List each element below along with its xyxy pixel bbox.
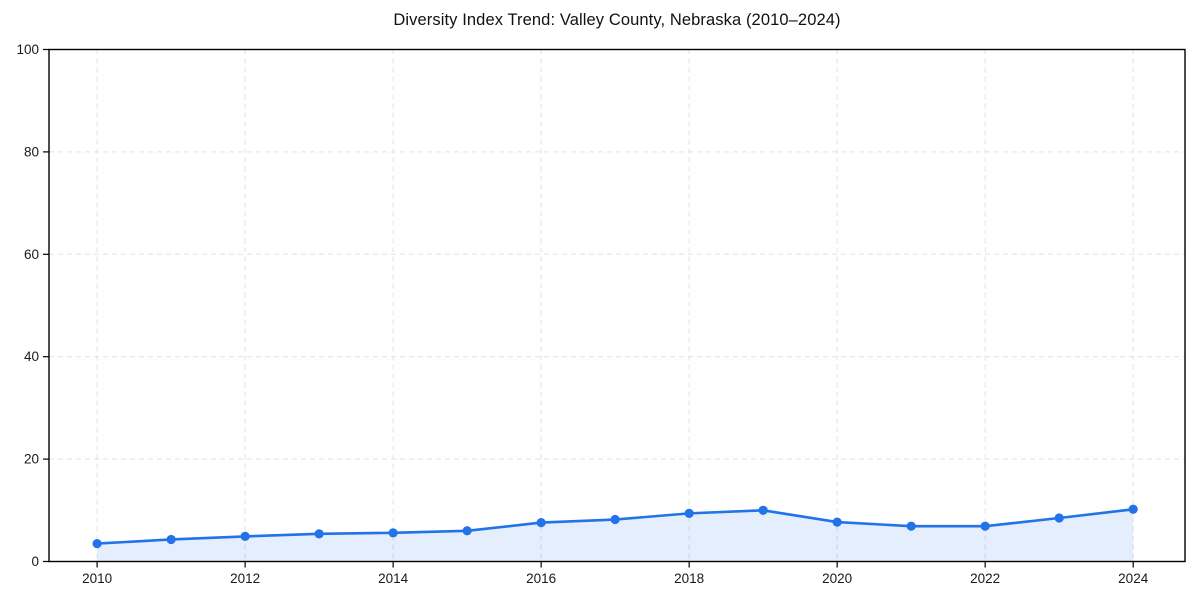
y-tick-label: 100 xyxy=(16,42,39,57)
x-tick-label: 2022 xyxy=(970,571,1000,586)
data-point-2016 xyxy=(536,517,546,528)
y-tick-label: 20 xyxy=(24,452,39,467)
data-point-2010 xyxy=(92,538,102,549)
data-point-2021 xyxy=(906,521,916,531)
x-tick-label: 2010 xyxy=(82,571,112,586)
x-tick-label: 2018 xyxy=(674,571,704,586)
data-point-2023 xyxy=(1054,513,1064,523)
x-tick-label: 2024 xyxy=(1118,571,1149,586)
data-point-2012 xyxy=(240,531,250,542)
data-point-2024 xyxy=(1128,504,1138,514)
data-point-2018 xyxy=(684,508,694,518)
data-point-2015 xyxy=(462,526,472,536)
data-point-2022 xyxy=(980,521,990,531)
x-tick-label: 2012 xyxy=(230,571,260,586)
area-fill xyxy=(97,509,1134,562)
x-tick-label: 2016 xyxy=(526,571,556,586)
y-tick-label: 60 xyxy=(24,247,39,262)
chart-title: Diversity Index Trend: Valley County, Ne… xyxy=(393,11,841,29)
data-point-2020 xyxy=(832,517,842,527)
data-point-2019 xyxy=(758,505,768,515)
y-tick-label: 80 xyxy=(24,144,39,159)
data-point-2013 xyxy=(314,529,324,539)
x-tick-label: 2014 xyxy=(378,571,409,586)
y-tick-label: 40 xyxy=(24,349,39,364)
data-point-2017 xyxy=(610,514,620,525)
y-tick-label: 0 xyxy=(31,554,39,569)
data-point-2011 xyxy=(166,534,176,545)
data-point-2014 xyxy=(388,528,398,538)
plot-frame xyxy=(48,48,1186,563)
x-tick-label: 2020 xyxy=(822,571,852,586)
